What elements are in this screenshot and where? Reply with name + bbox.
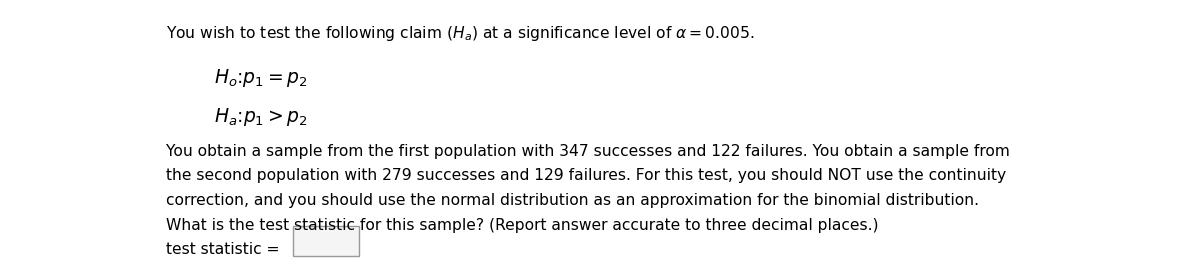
Text: $H_o$:$p_1 = p_2$: $H_o$:$p_1 = p_2$ <box>214 67 307 89</box>
Text: You obtain a sample from the first population with 347 successes and 122 failure: You obtain a sample from the first popul… <box>166 144 1009 159</box>
Text: the second population with 279 successes and 129 failures. For this test, you sh: the second population with 279 successes… <box>166 168 1006 183</box>
Text: You wish to test the following claim ($H_a$) at a significance level of $\alpha : You wish to test the following claim ($H… <box>166 24 754 43</box>
Text: correction, and you should use the normal distribution as an approximation for t: correction, and you should use the norma… <box>166 193 979 208</box>
Text: test statistic =: test statistic = <box>166 242 280 257</box>
FancyBboxPatch shape <box>293 226 360 256</box>
Text: $H_a$:$p_1 > p_2$: $H_a$:$p_1 > p_2$ <box>214 106 307 128</box>
Text: What is the test statistic for this sample? (Report answer accurate to three dec: What is the test statistic for this samp… <box>166 218 878 233</box>
